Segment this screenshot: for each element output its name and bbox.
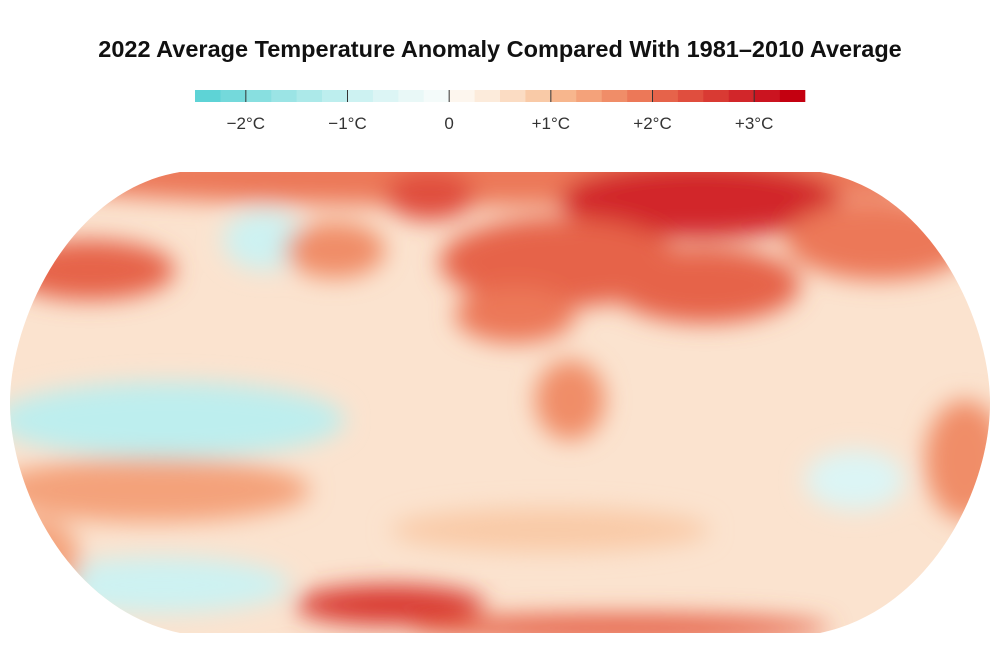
region: [805, 450, 905, 510]
region: [385, 172, 475, 220]
region: [10, 382, 345, 458]
legend-swatch: [525, 90, 552, 102]
legend-swatch: [500, 90, 526, 102]
region: [390, 508, 710, 552]
world-map: [10, 172, 990, 633]
map-title: 2022 Average Temperature Anomaly Compare…: [98, 36, 902, 62]
anomaly-field: [10, 172, 990, 633]
legend-tick-label: +1°C: [532, 114, 570, 133]
legend-swatch: [398, 90, 425, 102]
legend-swatch: [754, 90, 780, 102]
legend-swatch: [322, 90, 348, 102]
legend-swatch: [195, 90, 221, 102]
legend-swatch: [601, 90, 628, 102]
region: [535, 360, 605, 440]
region: [410, 614, 830, 633]
region: [560, 172, 840, 238]
legend-swatch: [423, 90, 450, 102]
legend-swatch: [347, 90, 374, 102]
legend-tick-label: +2°C: [633, 114, 671, 133]
legend-tick-label: −1°C: [328, 114, 366, 133]
legend-swatch: [652, 90, 679, 102]
legend-swatch: [220, 90, 247, 102]
region: [10, 520, 80, 600]
region: [10, 240, 175, 300]
region: [30, 557, 290, 613]
legend-swatch: [677, 90, 704, 102]
legend-swatch: [627, 90, 653, 102]
legend-tick-label: −2°C: [227, 114, 265, 133]
legend-swatch: [372, 90, 399, 102]
legend-swatch: [728, 90, 755, 102]
region: [285, 222, 385, 278]
legend-swatch: [550, 90, 577, 102]
legend-swatch: [576, 90, 602, 102]
legend-swatch: [296, 90, 323, 102]
legend-swatch: [703, 90, 730, 102]
legend-swatch: [245, 90, 272, 102]
region: [10, 458, 310, 522]
region: [295, 585, 485, 625]
color-legend: −2°C −1°C 0 +1°C +2°C +3°C: [195, 90, 806, 133]
legend-swatch: [271, 90, 297, 102]
region: [10, 172, 990, 206]
legend-swatch: [449, 90, 475, 102]
legend-swatch: [779, 90, 806, 102]
legend-swatch: [474, 90, 501, 102]
region: [610, 247, 800, 323]
region: [455, 287, 575, 343]
region: [785, 200, 975, 280]
legend-tick-label: 0: [444, 114, 453, 133]
legend-tick-label: +3°C: [735, 114, 773, 133]
